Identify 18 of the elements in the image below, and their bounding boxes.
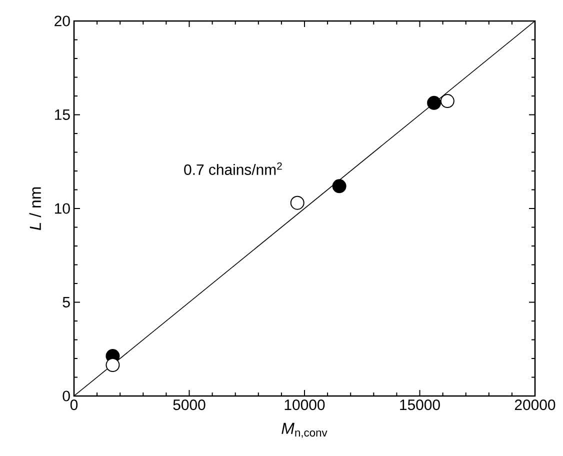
annotation: 0.7 chains/nm$^{2}$ bbox=[184, 162, 282, 175]
x-axis-title: M$_{n,conv}$ bbox=[282, 422, 328, 438]
x-tick-label: 10000 bbox=[284, 400, 325, 410]
x-tick-label: 20000 bbox=[514, 400, 556, 410]
y-axis-title: L / nm bbox=[29, 187, 42, 230]
x-tick-label: 5000 bbox=[173, 400, 206, 410]
point bbox=[106, 358, 120, 372]
y-tick-label: 15 bbox=[55, 110, 70, 120]
point bbox=[332, 179, 346, 194]
point bbox=[427, 96, 442, 110]
x-tick-label: 15000 bbox=[400, 400, 440, 410]
y-tick-label: 10 bbox=[55, 203, 70, 214]
y-tick-label: 5 bbox=[62, 297, 70, 308]
y-tick-label: 0 bbox=[62, 390, 70, 402]
point bbox=[440, 94, 454, 108]
point bbox=[290, 196, 304, 210]
x-tick-label: 0 bbox=[70, 400, 78, 410]
y-tick-label: 20 bbox=[54, 16, 70, 26]
